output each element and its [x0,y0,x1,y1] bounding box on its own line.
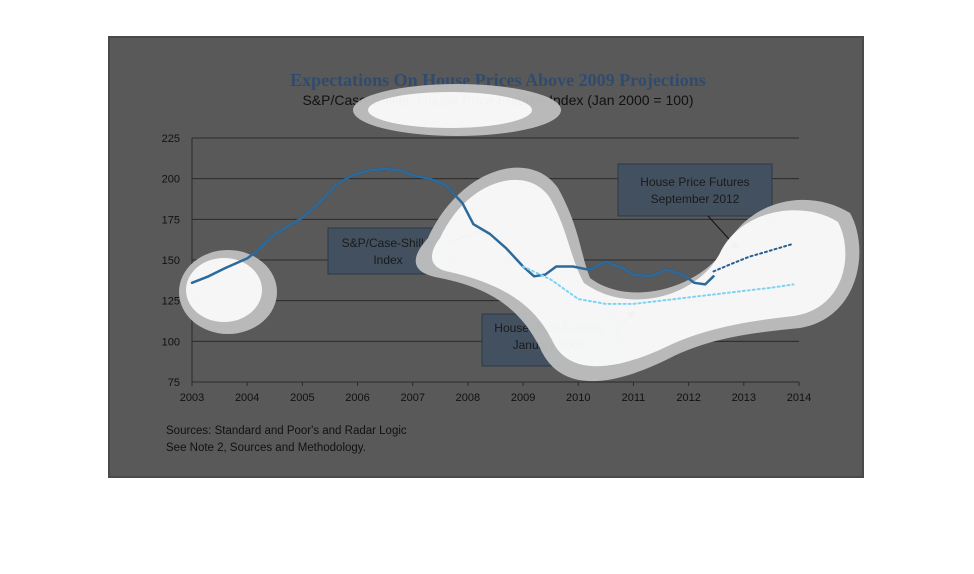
x-tick-label: 2007 [400,392,424,404]
x-tick-label: 2005 [290,392,314,404]
y-tick-label: 225 [162,133,180,145]
highlight-blob [431,179,846,367]
x-tick-label: 2011 [622,392,646,404]
highlight-blob [186,258,262,322]
x-tick-label: 2006 [345,392,369,404]
callout-case-shiller-line2: Index [373,253,402,267]
y-tick-label: 150 [162,255,180,267]
callout-futures-sep-2012: House Price Futures September 2012 [617,163,773,250]
series-line-1 [522,265,795,305]
highlight-blob [368,92,532,128]
highlight-overlays [179,84,860,382]
x-tick-label: 2004 [235,392,259,404]
series-line-2 [712,242,795,273]
x-tick-label: 2010 [566,392,590,404]
y-tick-label: 125 [162,296,180,308]
callout-case-shiller-line1: S&P/Case-Shiller [342,236,435,250]
callout-sep-2012-line1: House Price Futures [640,175,749,189]
y-tick-label: 200 [162,174,180,186]
chart-svg: Expectations On House Prices Above 2009 … [162,70,860,454]
sources-line: Sources: Standard and Poor's and Radar L… [166,425,407,437]
callout-box [617,163,773,217]
x-tick-label: 2012 [676,392,700,404]
chart-title: Expectations On House Prices Above 2009 … [290,70,706,90]
y-tick-label: 175 [162,214,180,226]
series-line-0 [190,167,715,286]
x-tick-label: 2014 [787,392,811,404]
x-tick-label: 2008 [456,392,480,404]
callout-sep-2012-line2: September 2012 [651,192,740,206]
x-tick-label: 2013 [732,392,756,404]
axis-tick-labels: 75 100 125 150 175 200 225 2003 2004 2005 2006 2007… [162,133,812,404]
chart-panel: Expectations On House Prices Above 2009 … [108,36,864,478]
x-tick-label: 2003 [180,392,204,404]
methodology-line: See Note 2, Sources and Methodology. [166,442,366,454]
y-tick-label: 100 [162,336,180,348]
y-tick-label: 75 [168,377,180,389]
x-tick-label: 2009 [511,392,535,404]
series-lines-over-highlight [190,167,795,305]
